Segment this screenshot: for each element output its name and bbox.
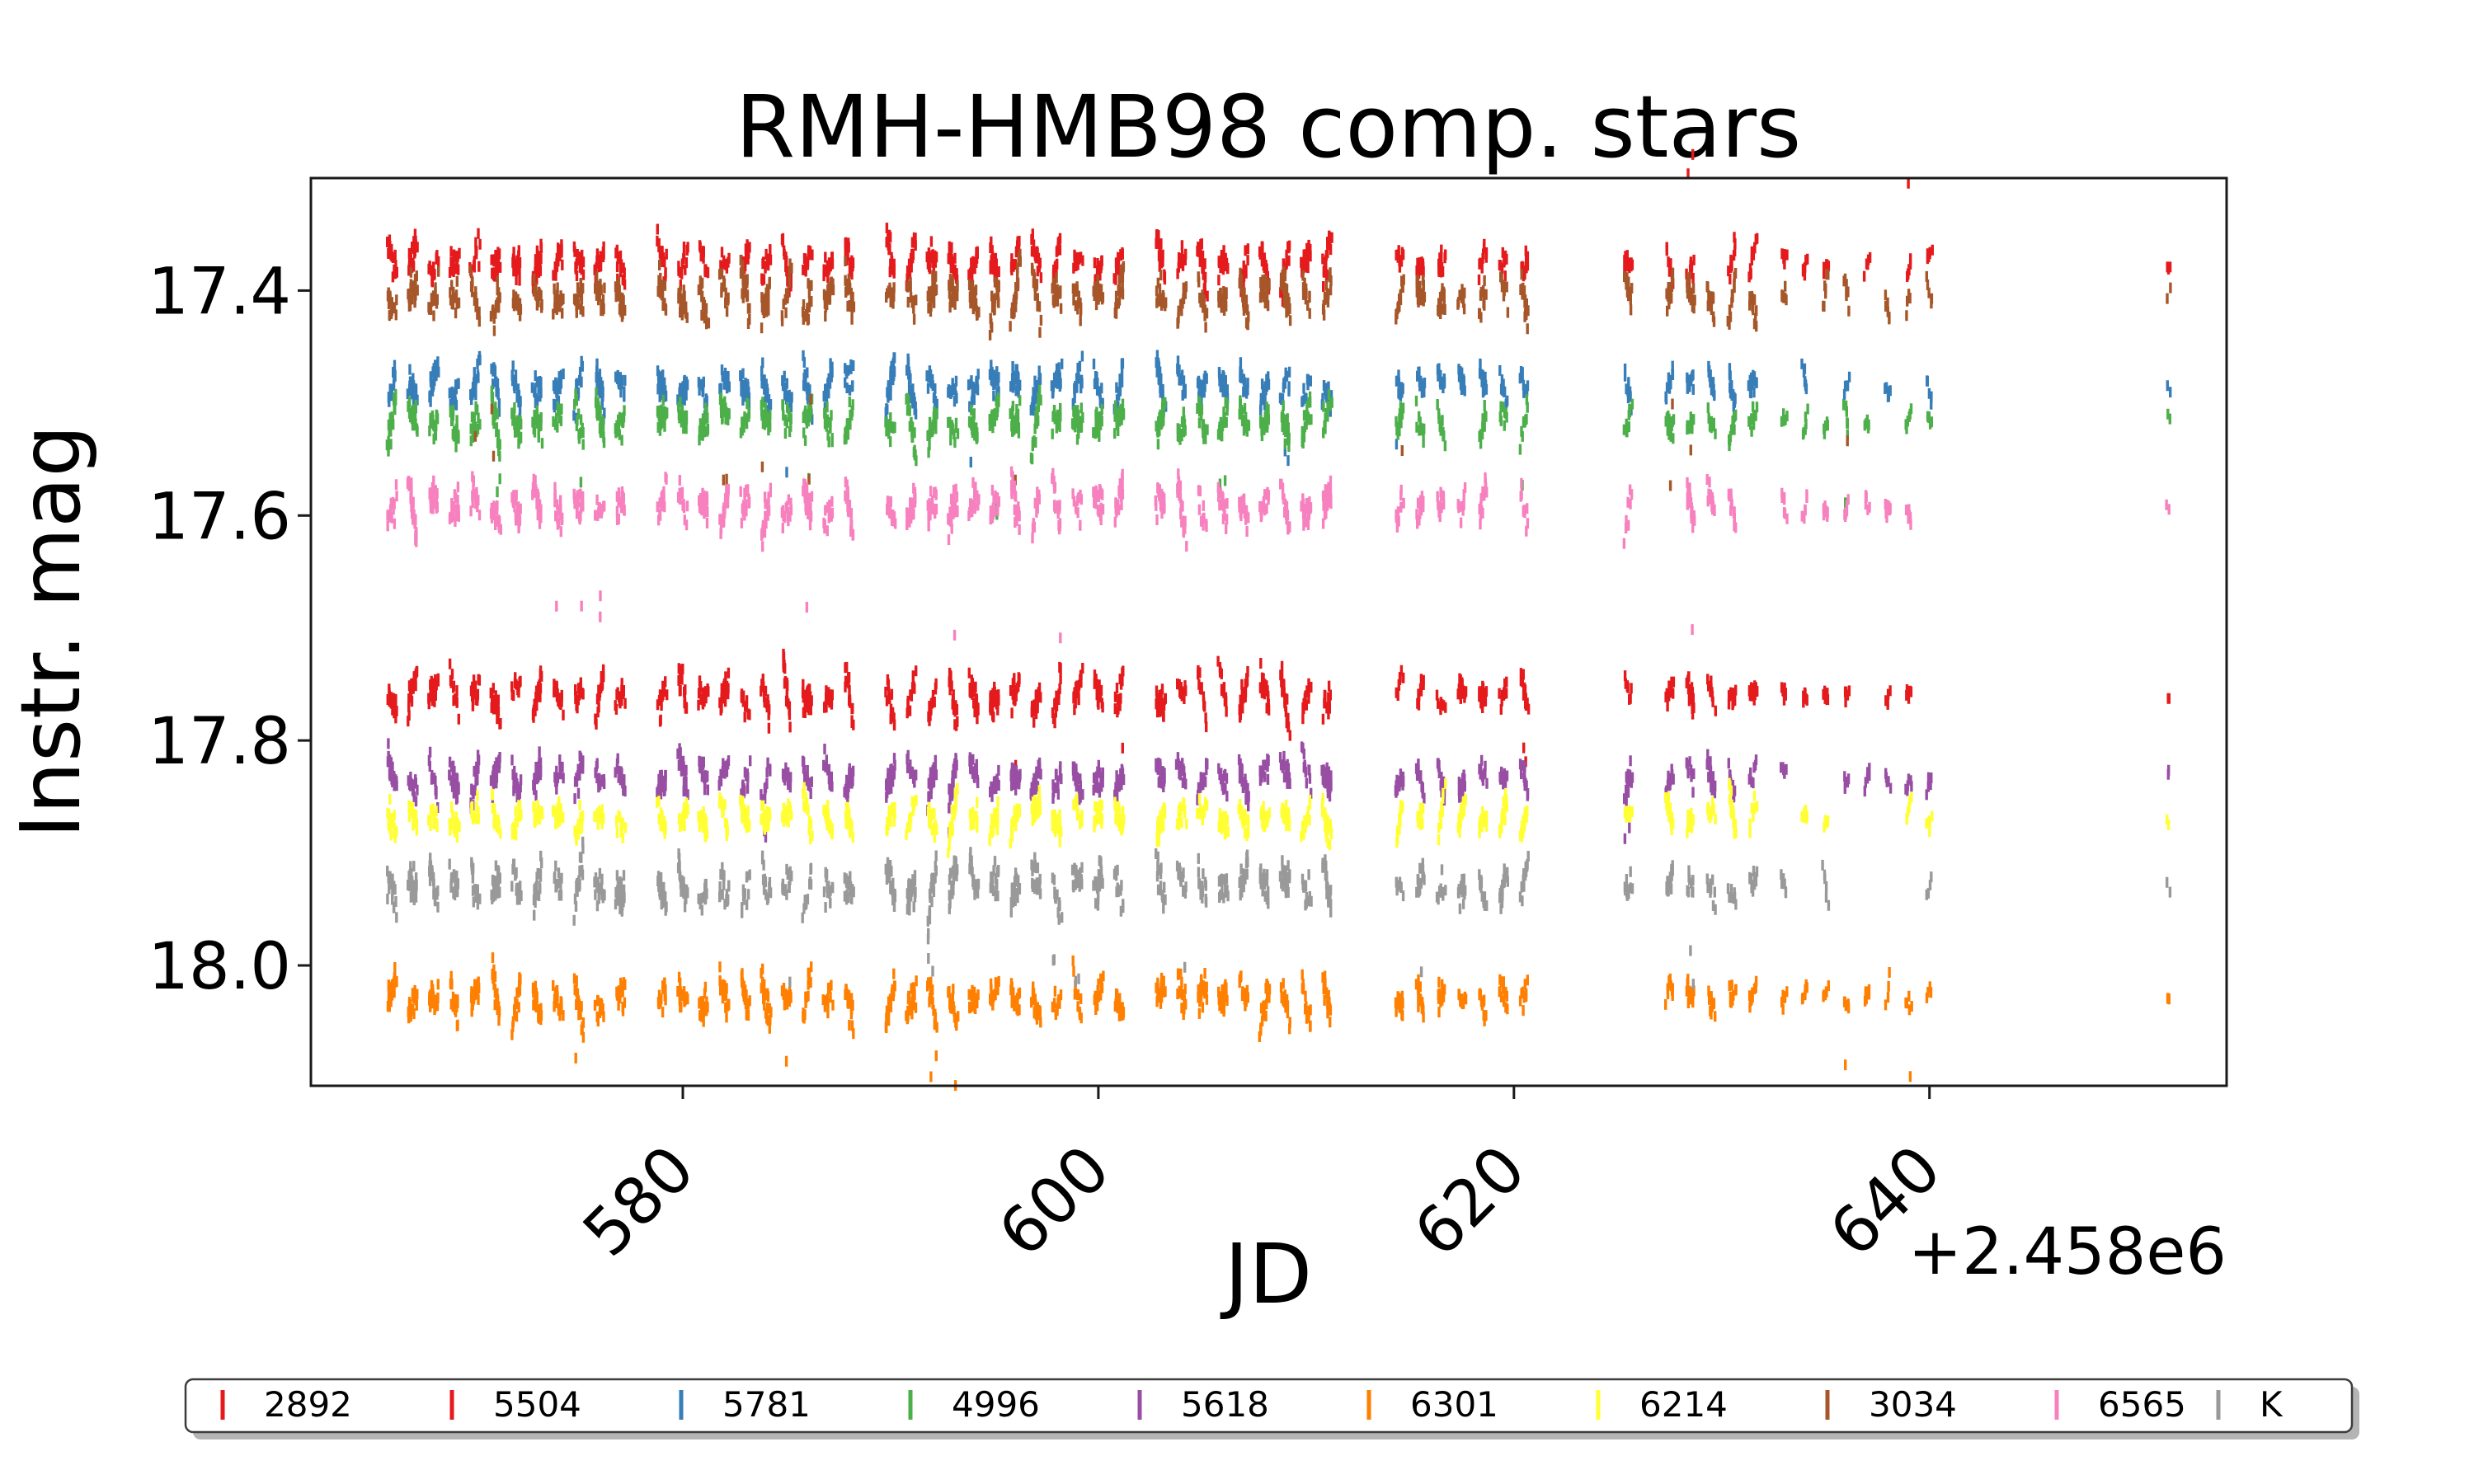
legend-entry-6214: 6214 bbox=[1596, 1384, 1728, 1425]
star-series-4996 bbox=[385, 384, 2171, 520]
legend-label-6565: 6565 bbox=[2098, 1384, 2186, 1425]
legend-label-4996: 4996 bbox=[952, 1384, 1040, 1425]
y-tick-label-17.8: 17.8 bbox=[148, 705, 291, 779]
legend-entry-K: K bbox=[2216, 1384, 2284, 1425]
star-series-6301 bbox=[386, 952, 2171, 1092]
star-series-2892 bbox=[386, 148, 2172, 308]
y-tick-label-17.4: 17.4 bbox=[148, 255, 291, 329]
legend-entry-4996: 4996 bbox=[908, 1384, 1040, 1425]
x-axis-label: JD bbox=[1220, 1226, 1313, 1322]
data-points-layer bbox=[385, 148, 2172, 1092]
star-series-K bbox=[386, 836, 2172, 990]
star-series-5618 bbox=[386, 738, 2171, 844]
x-axis-offset-text: +2.458e6 bbox=[1908, 1215, 2227, 1289]
legend-entry-5781: 5781 bbox=[679, 1384, 811, 1425]
chart-title: RMH-HMB98 comp. stars bbox=[736, 77, 1801, 177]
star-series-6214 bbox=[386, 777, 2171, 858]
legend-entry-5618: 5618 bbox=[1137, 1384, 1269, 1425]
legend-entry-6301: 6301 bbox=[1366, 1384, 1498, 1425]
legend-label-3034: 3034 bbox=[1869, 1384, 1957, 1425]
y-tick-label-18.0: 18.0 bbox=[148, 930, 291, 1004]
legend-entry-5504: 5504 bbox=[449, 1384, 581, 1425]
legend-entry-2892: 2892 bbox=[220, 1384, 352, 1425]
legend-label-5618: 5618 bbox=[1181, 1384, 1269, 1425]
legend-label-5504: 5504 bbox=[493, 1384, 581, 1425]
legend-label-2892: 2892 bbox=[264, 1384, 352, 1425]
star-series-3034 bbox=[386, 248, 2172, 491]
legend-label-6214: 6214 bbox=[1639, 1384, 1728, 1425]
legend-box bbox=[184, 1378, 2354, 1434]
legend-label-5781: 5781 bbox=[722, 1384, 811, 1425]
plot-border bbox=[309, 176, 2228, 1087]
legend-label-K: K bbox=[2260, 1384, 2284, 1425]
y-tick-label-17.6: 17.6 bbox=[148, 480, 291, 554]
y-axis-label: Instr. mag bbox=[2, 425, 99, 838]
legend-entry-6565: 6565 bbox=[2054, 1384, 2186, 1425]
legend-entry-3034: 3034 bbox=[1825, 1384, 1957, 1425]
legend: 2892 5504 5781 4996 5618 6301 6214 3034 6565 K bbox=[184, 1378, 2359, 1439]
legend-label-6301: 6301 bbox=[1410, 1384, 1498, 1425]
star-series-6565 bbox=[386, 466, 2171, 644]
star-series-5504 bbox=[386, 648, 2171, 771]
